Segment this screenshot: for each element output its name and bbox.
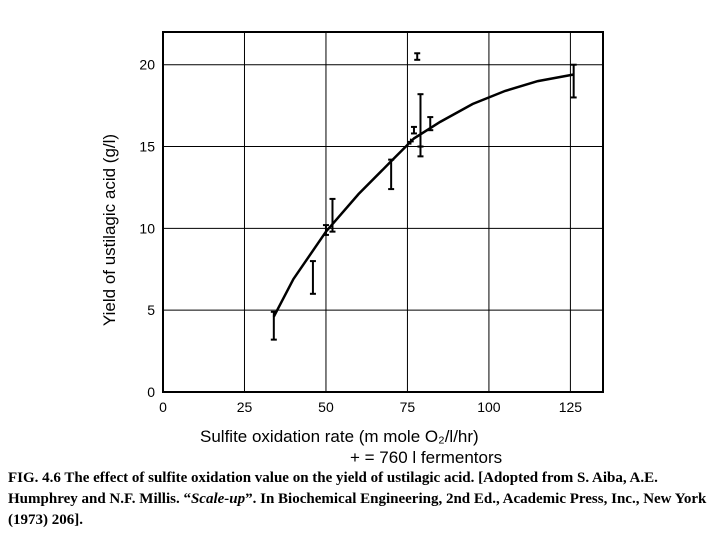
x-tick-label: 50 (318, 399, 334, 415)
grid (163, 32, 603, 392)
error-bar (309, 260, 316, 295)
fit-curve (272, 73, 574, 318)
y-tick-label: 10 (139, 220, 155, 236)
x-tick-label: 100 (477, 399, 501, 415)
error-bars (270, 52, 577, 341)
plot-frame (162, 31, 604, 393)
y-axis-ticks: 0 5 10 15 20 (139, 57, 155, 400)
error-bar (322, 224, 329, 236)
chart: 0 25 50 75 100 125 0 5 10 15 20 Yield of ustilagi… (100, 31, 604, 465)
error-bar (417, 93, 424, 148)
y-tick-label: 15 (139, 139, 155, 155)
x-tick-label: 75 (400, 399, 416, 415)
figure-caption: FIG. 4.6 The effect of sulfite oxidation… (8, 468, 714, 531)
x-tick-label: 0 (159, 399, 167, 415)
error-bar (388, 158, 395, 191)
y-axis-title: Yield of ustilagic acid (g/l) (100, 134, 119, 326)
y-tick-label: 0 (147, 384, 155, 400)
error-bar (414, 52, 421, 61)
error-bar (427, 116, 434, 132)
error-bar (570, 63, 577, 99)
error-bar (417, 145, 424, 158)
plus-marker (407, 138, 414, 145)
x-axis-ticks: 0 25 50 75 100 125 (159, 399, 582, 415)
caption-main: FIG. 4.6 The effect of sulfite oxidation… (8, 470, 658, 507)
error-bar (410, 125, 417, 135)
x-axis-note: + = 760 l fermentors (350, 448, 502, 465)
fermentor-markers (407, 138, 414, 145)
y-tick-label: 20 (139, 57, 155, 73)
caption-italic: Scale-up (190, 491, 246, 507)
y-tick-label: 5 (147, 302, 155, 318)
error-bar (329, 197, 336, 233)
error-bar (270, 310, 277, 341)
x-tick-label: 25 (237, 399, 253, 415)
x-tick-label: 125 (559, 399, 583, 415)
caption-rest: ”. In Biochemical Engineering, 2nd Ed., … (8, 491, 707, 528)
x-axis-title: Sulfite oxidation rate (m mole O₂/l/hr) (200, 427, 479, 446)
